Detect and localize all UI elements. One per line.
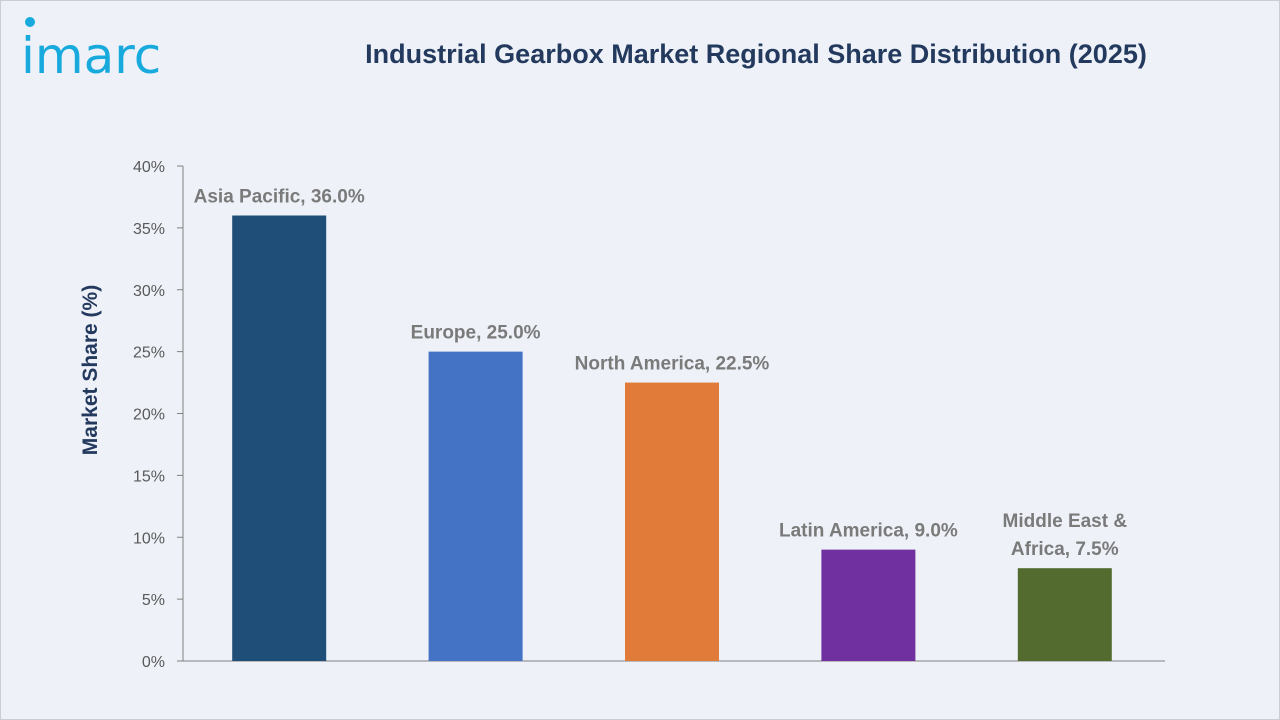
chart-title: Industrial Gearbox Market Regional Share… [365,39,1147,69]
imarc-logo: imarc [21,15,211,85]
y-tick-label: 10% [133,530,165,547]
bar-latin-america [821,549,916,661]
y-tick-label: 30% [133,283,165,300]
bar-asia-pacific [232,215,327,661]
imarc-logo-mark: imarc [21,17,161,85]
y-tick-label: 20% [133,407,165,424]
data-label: North America, 22.5% [575,354,770,375]
logo-text: imarc [21,27,161,81]
bar-middle-east-africa [1017,568,1112,661]
data-label: Africa, 7.5% [1011,539,1119,560]
data-labels: Asia Pacific, 36.0% Europe, 25.0% North Am… [194,187,1128,561]
bar-europe [428,351,523,661]
bar-north-america [625,382,719,661]
data-label: Europe, 25.0% [411,323,541,344]
bars [232,215,1112,661]
y-tick-label: 40% [133,159,165,176]
y-tick-label: 0% [142,654,165,671]
data-label: Middle East & [1003,511,1128,532]
y-axis-title: Market Share (%) [79,285,102,455]
data-label: Latin America, 9.0% [779,521,958,542]
y-tick-label: 15% [133,468,165,485]
y-tick-label: 5% [142,592,165,609]
y-tick-label: 25% [133,345,165,362]
y-tick-label: 35% [133,221,165,238]
data-label: Asia Pacific, 36.0% [194,187,365,208]
y-axis: 0% 5% 10% 15% 20% 25% 30% 35% 40% [133,159,184,671]
